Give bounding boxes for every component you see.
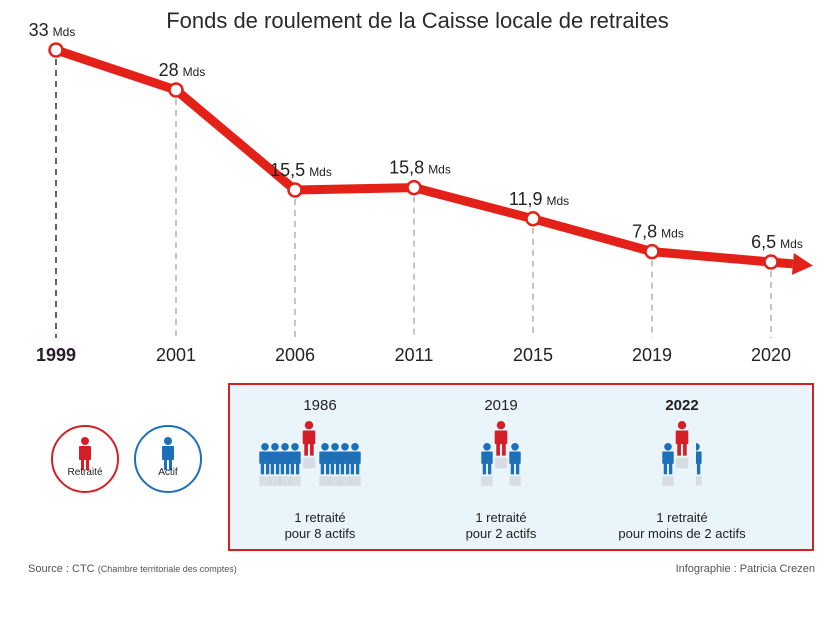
- actif-icon: [269, 443, 281, 486]
- series-line: [54, 45, 794, 269]
- data-point: [763, 254, 779, 270]
- retraite-icon: [494, 421, 508, 469]
- data-point: [48, 42, 64, 58]
- actif-figure-icon: [162, 437, 174, 470]
- people-figures-icon: [662, 421, 772, 486]
- ratio-panel: 1986 1 retraité pour 8 actifs 2019 1 ret…: [228, 383, 814, 551]
- people-figures-icon: [481, 421, 521, 486]
- retraite-icon: [302, 421, 316, 469]
- chart-title: Fonds de roulement de la Caisse locale d…: [166, 8, 669, 33]
- data-label: 28 Mds: [159, 60, 206, 80]
- legend-retraite: Retraité: [51, 425, 119, 493]
- actif-icon: [329, 443, 341, 486]
- ratio-caption: 1 retraité pour 2 actifs: [465, 510, 537, 541]
- source-note: Source : CTC (Chambre territoriale des c…: [28, 563, 237, 575]
- x-tick-label: 2019: [632, 345, 672, 365]
- ratio-year: 1986: [303, 397, 337, 414]
- data-point: [525, 211, 541, 227]
- actif-icon: [319, 443, 331, 486]
- data-point: [644, 243, 660, 260]
- data-point: [168, 82, 184, 98]
- actif-icon: [349, 443, 361, 486]
- actif-icon: [259, 443, 271, 486]
- x-tick-label: 1999: [36, 345, 76, 365]
- ratio-year: 2022: [665, 397, 699, 414]
- x-tick-label: 2015: [513, 345, 553, 365]
- data-label: 11,9 Mds: [509, 189, 569, 209]
- actif-icon: [339, 443, 351, 486]
- data-point: [406, 179, 422, 196]
- people-figures-icon: [259, 421, 361, 486]
- data-label: 15,5 Mds: [270, 160, 332, 180]
- x-tick-label: 2020: [751, 345, 791, 365]
- legend-actif: Actif: [134, 425, 202, 493]
- actif-icon: [509, 443, 521, 486]
- actif-icon: [662, 443, 674, 486]
- credit-note: Infographie : Patricia Crezen: [675, 563, 815, 575]
- data-label: 15,8 Mds: [389, 158, 451, 178]
- data-label: 33 Mds: [29, 20, 76, 40]
- retraite-icon: [675, 421, 689, 469]
- data-label: 6,5 Mds: [751, 232, 803, 252]
- actif-icon: [279, 443, 291, 486]
- actif-icon-partial: [690, 443, 701, 486]
- x-tick-label: 2006: [275, 345, 315, 365]
- ratio-caption: 1 retraité pour 8 actifs: [284, 510, 356, 541]
- ratio-caption: 1 retraité pour moins de 2 actifs: [618, 510, 746, 541]
- x-tick-label: 2001: [156, 345, 196, 365]
- actif-icon: [481, 443, 493, 486]
- x-tick-label: 2011: [395, 345, 434, 365]
- legend-actif-label: Actif: [158, 467, 178, 478]
- actif-icon: [289, 443, 301, 486]
- line-chart: 33 Mds 28 Mds 15,5 Mds 15,8 Mds 11,9 Mds 7,8 Mds 6,5…: [29, 20, 813, 365]
- legend-retraite-label: Retraité: [67, 467, 103, 478]
- series-arrow: [791, 252, 813, 275]
- retraite-figure-icon: [79, 437, 91, 470]
- ratio-year: 2019: [484, 397, 518, 414]
- data-point: [287, 182, 303, 198]
- data-label: 7,8 Mds: [632, 222, 684, 242]
